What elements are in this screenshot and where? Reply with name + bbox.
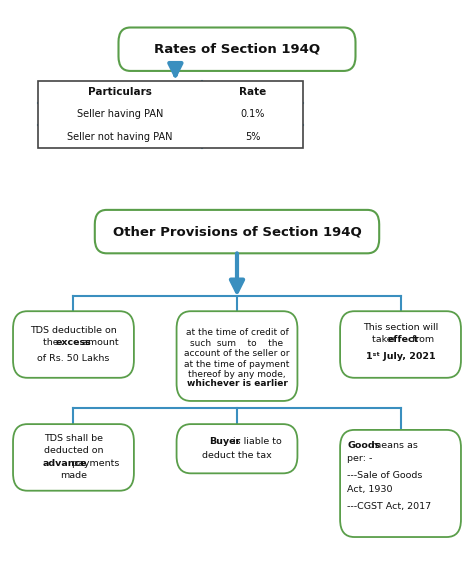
FancyBboxPatch shape [340,430,461,537]
Text: made: made [60,471,87,481]
Text: account of the seller or: account of the seller or [184,349,290,358]
Text: Rates of Section 194Q: Rates of Section 194Q [154,43,320,56]
FancyBboxPatch shape [118,27,356,71]
Text: payments: payments [69,459,119,468]
Text: ---Sale of Goods: ---Sale of Goods [347,471,423,481]
Text: Act, 1930: Act, 1930 [347,485,392,494]
Text: deduct the tax: deduct the tax [202,451,272,460]
Text: 1ˢᵗ July, 2021: 1ˢᵗ July, 2021 [366,351,435,361]
Text: thereof by any mode,: thereof by any mode, [188,370,286,379]
Text: deducted on: deducted on [44,446,103,455]
Text: TDS shall be: TDS shall be [44,434,103,444]
Text: at the time of credit of: at the time of credit of [186,328,288,338]
Text: advance: advance [43,459,87,468]
Text: of Rs. 50 Lakhs: of Rs. 50 Lakhs [37,354,109,364]
Text: whichever is earlier: whichever is earlier [187,379,287,389]
Text: at the time of payment: at the time of payment [184,360,290,369]
FancyBboxPatch shape [176,424,298,474]
FancyBboxPatch shape [340,312,461,378]
FancyBboxPatch shape [13,424,134,491]
Text: Other Provisions of Section 194Q: Other Provisions of Section 194Q [113,225,361,238]
FancyBboxPatch shape [176,312,298,401]
Text: excess: excess [56,338,91,347]
FancyBboxPatch shape [13,312,134,378]
Text: the: the [43,338,61,347]
Text: take: take [372,335,396,344]
FancyBboxPatch shape [95,210,379,254]
Text: from: from [409,335,434,344]
Text: 0.1%: 0.1% [241,109,265,119]
Text: ---CGST Act, 2017: ---CGST Act, 2017 [347,502,431,511]
Text: amount: amount [79,338,118,347]
Text: Rate: Rate [239,87,266,97]
Text: such  sum    to    the: such sum to the [191,339,283,348]
Text: TDS deductible on: TDS deductible on [30,325,117,335]
FancyBboxPatch shape [38,81,303,148]
Text: per: -: per: - [347,454,373,463]
Text: Particulars: Particulars [88,87,152,97]
Text: Seller not having PAN: Seller not having PAN [67,131,173,141]
Text: is liable to: is liable to [230,437,282,446]
Text: effect: effect [387,335,419,344]
Text: This section will: This section will [363,323,438,332]
Text: Seller having PAN: Seller having PAN [77,109,164,119]
Text: 5%: 5% [245,131,261,141]
Text: Goods: Goods [347,441,381,450]
Text: Buyer: Buyer [210,437,241,446]
Text: means as: means as [369,441,418,450]
